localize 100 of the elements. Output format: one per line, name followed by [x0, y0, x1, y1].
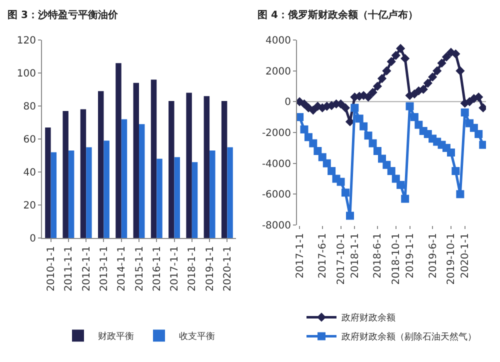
- point: [368, 139, 377, 148]
- point: [336, 178, 345, 186]
- x-tick-label: 2013-1-1: [98, 246, 110, 292]
- point: [346, 212, 354, 220]
- y-tick-label: -6000: [262, 190, 291, 201]
- bar: [80, 109, 86, 238]
- bar: [45, 127, 51, 238]
- y-tick-label: 0: [30, 234, 36, 244]
- x-tick-label: 2017-6-1: [318, 233, 329, 278]
- point: [350, 104, 359, 112]
- point: [309, 139, 318, 148]
- point: [456, 66, 465, 76]
- y-tick-label: 80: [23, 102, 36, 112]
- point: [410, 113, 418, 122]
- x-tick-label: 2018-1-1: [350, 233, 361, 278]
- point: [318, 153, 326, 162]
- y-tick-label: 2000: [266, 66, 291, 78]
- y-tick-label: 120: [16, 36, 36, 46]
- bar: [121, 119, 128, 238]
- y-tick-label: -4000: [262, 158, 291, 170]
- point: [304, 133, 312, 142]
- x-tick-label: 2011-1-1: [64, 246, 75, 292]
- bar: [62, 110, 68, 238]
- chart-title: 图 4：俄罗斯财政余额（十亿卢布）: [258, 8, 418, 21]
- x-tick-label: 2017-1-1: [294, 233, 306, 278]
- chart-title: 图 3：沙特盈亏平衡油价: [8, 8, 119, 21]
- x-tick-label: 2018-10-1: [391, 233, 402, 285]
- x-tick-label: 2018-1-1: [187, 246, 198, 292]
- bar: [168, 101, 174, 238]
- point: [386, 57, 396, 66]
- bar: [210, 150, 216, 238]
- bar: [221, 101, 228, 238]
- bar: [186, 92, 192, 238]
- point: [414, 120, 423, 129]
- bar: [150, 80, 157, 238]
- y-tick-label: 4000: [266, 36, 291, 46]
- x-tick-label: 2016-1-1: [152, 246, 163, 292]
- point: [442, 52, 451, 62]
- x-tick-label: 2020-1-1: [460, 233, 472, 278]
- x-tick-label: 2017-10-1: [336, 233, 348, 285]
- x-tick-label: 2020-1-1: [222, 246, 234, 292]
- point: [377, 74, 387, 84]
- legend-label: 政府财政余额（剔除石油天然气）: [342, 332, 476, 343]
- y-tick-label: 20: [23, 200, 36, 212]
- legend-label: 政府财政余额: [342, 312, 396, 324]
- point: [437, 58, 446, 68]
- point: [364, 132, 372, 140]
- point: [479, 140, 486, 149]
- y-tick-label: 0: [284, 97, 291, 108]
- y-tick-label: 100: [16, 68, 36, 80]
- point: [355, 114, 364, 123]
- point: [460, 108, 469, 116]
- bar: [116, 63, 122, 238]
- point: [400, 54, 410, 64]
- x-tick-label: 2019-1-1: [405, 233, 416, 278]
- point: [474, 92, 484, 102]
- y-tick-label: -8000: [262, 220, 291, 232]
- y-tick-label: -2000: [262, 128, 291, 139]
- point: [391, 50, 400, 60]
- point: [401, 194, 410, 203]
- point: [373, 147, 382, 155]
- bar: [227, 147, 233, 238]
- point: [340, 103, 350, 112]
- point: [396, 180, 405, 189]
- bar: [174, 157, 180, 238]
- point: [300, 125, 308, 134]
- point: [446, 148, 455, 157]
- point: [364, 92, 373, 102]
- bar: [104, 140, 110, 238]
- point: [474, 130, 483, 138]
- point: [368, 88, 378, 97]
- point: [432, 66, 442, 76]
- point: [382, 160, 391, 169]
- x-tick-label: 2010-1-1: [46, 246, 58, 292]
- point: [387, 167, 396, 176]
- y-tick-label: 60: [23, 134, 36, 146]
- point: [308, 106, 318, 115]
- point: [360, 122, 368, 130]
- bar: [68, 150, 74, 238]
- bar: [98, 91, 104, 238]
- legend-label: 财政平衡: [98, 331, 134, 342]
- point: [396, 44, 406, 54]
- point: [452, 167, 460, 176]
- bar: [192, 162, 198, 238]
- point: [314, 147, 322, 155]
- bar: [139, 124, 145, 238]
- point: [428, 72, 438, 82]
- point: [341, 188, 350, 197]
- point: [423, 78, 432, 88]
- x-tick-label: 2019-10-1: [446, 233, 458, 285]
- x-tick-label: 2017-1-1: [170, 246, 181, 292]
- x-tick-label: 2014-1-1: [116, 246, 128, 292]
- y-tick-label: 40: [23, 168, 36, 178]
- point: [297, 113, 304, 122]
- legend-label: 收支平衡: [179, 331, 215, 342]
- x-tick-label: 2019-6-1: [428, 233, 439, 278]
- point: [378, 154, 386, 163]
- point: [406, 102, 414, 110]
- bar: [204, 96, 210, 238]
- point: [382, 66, 392, 76]
